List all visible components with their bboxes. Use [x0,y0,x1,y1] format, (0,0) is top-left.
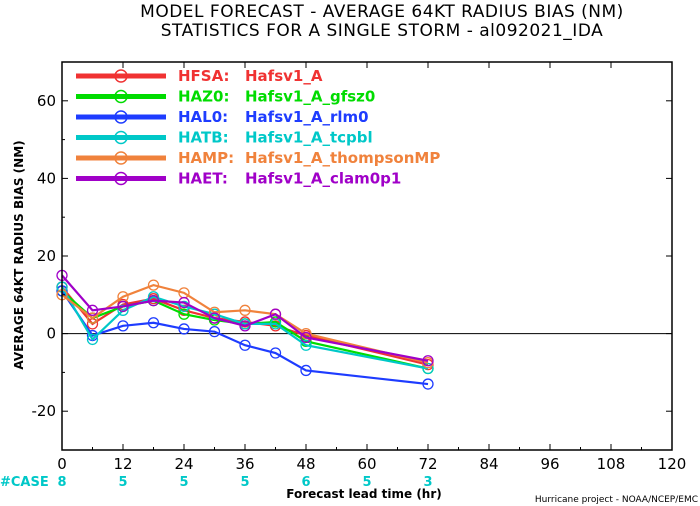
case-label: #CASE [0,475,49,490]
data-point [86,333,99,346]
data-point [178,300,190,313]
legend-code: HAZ0: [178,88,229,106]
y-tick-label: 40 [37,169,56,187]
data-point [422,362,434,375]
legend: HFSA: Hafsv1_A HAZ0: Hafsv1_A_gfsz0 HAL0: Haf… [76,67,440,188]
legend-code: HAET: [178,170,228,188]
legend-code: HFSA: [178,67,230,85]
case-count: 3 [423,475,432,490]
x-tick-label: 84 [479,455,498,473]
data-point [147,294,160,307]
data-point [147,291,160,303]
data-point [86,312,99,324]
data-point [300,331,312,344]
x-tick-label: 36 [235,455,254,473]
x-tick-label: 120 [658,455,687,473]
legend-name: Hafsv1_A [245,67,323,85]
data-point [178,308,190,320]
series-line [61,290,429,370]
x-tick-label: 12 [113,455,132,473]
legend-marker [114,171,128,186]
legend-name: Hafsv1_A_tcpbl [245,129,373,147]
y-axis-label: AVERAGE 64KT RADIUS BIAS (NM) [12,140,26,369]
credit-text: Hurricane project - NOAA/NCEP/EMC [535,495,698,505]
data-point [300,364,312,377]
data-point [422,355,434,367]
x-tick-label: 96 [540,455,559,473]
x-tick-label: 72 [418,455,437,473]
legend-name: Hafsv1_A_rlm0 [245,108,369,126]
data-point [117,320,129,332]
case-count: 5 [240,475,249,490]
series-hal0 [56,285,434,390]
data-point [239,320,251,332]
x-tick-label: 60 [357,455,376,473]
data-point [117,304,129,316]
case-count: 5 [118,475,127,490]
case-count: 5 [362,475,371,490]
legend-marker [114,130,128,145]
legend-code: HAL0: [178,108,228,126]
data-point [147,279,160,291]
legend-marker [114,151,128,165]
legend-name: Hafsv1_A_clam0p1 [245,170,401,188]
case-count: 5 [179,475,188,490]
data-point [178,296,190,309]
x-axis-label: Forecast lead time (hr) [286,487,442,501]
data-point [422,378,434,390]
data-point [208,326,221,338]
chart-subtitle: STATISTICS FOR A SINGLE STORM - al092021… [161,21,603,41]
legend-code: HAMP: [178,149,234,167]
legend-marker [114,89,128,104]
legend-marker [114,110,128,124]
x-tick-label: 24 [174,455,193,473]
y-tick-label: 0 [46,325,56,343]
legend-name: Hafsv1_A_thompsonMP [245,149,440,167]
data-point [239,339,251,351]
x-tick-label: 108 [597,455,626,473]
data-point [300,339,312,351]
y-tick-label: 20 [37,247,56,265]
data-point [178,323,190,335]
data-point [147,317,160,329]
case-count: 8 [57,475,66,490]
y-tick-label: -20 [32,402,57,420]
x-tick-label: 0 [57,455,67,473]
y-tick-label: 60 [37,92,56,110]
data-point [269,347,282,359]
series-line [61,290,429,386]
x-tick-label: 48 [296,455,315,473]
series-line [61,274,429,362]
data-point [239,304,251,316]
legend-code: HATB: [178,129,229,147]
data-point [269,308,282,320]
plot-area: 0 12 24 36 48 60 72 84 96 108 120 -20 0 20 40 60 8 5 5 5 6 5 3… [32,61,687,490]
data-point [208,312,221,324]
chart-title: MODEL FORECAST - AVERAGE 64KT RADIUS BIA… [140,2,624,22]
data-point [86,304,99,316]
case-count: 6 [301,475,310,490]
data-point [117,300,129,313]
legend-name: Hafsv1_A_gfsz0 [245,88,375,106]
legend-marker [114,69,128,83]
